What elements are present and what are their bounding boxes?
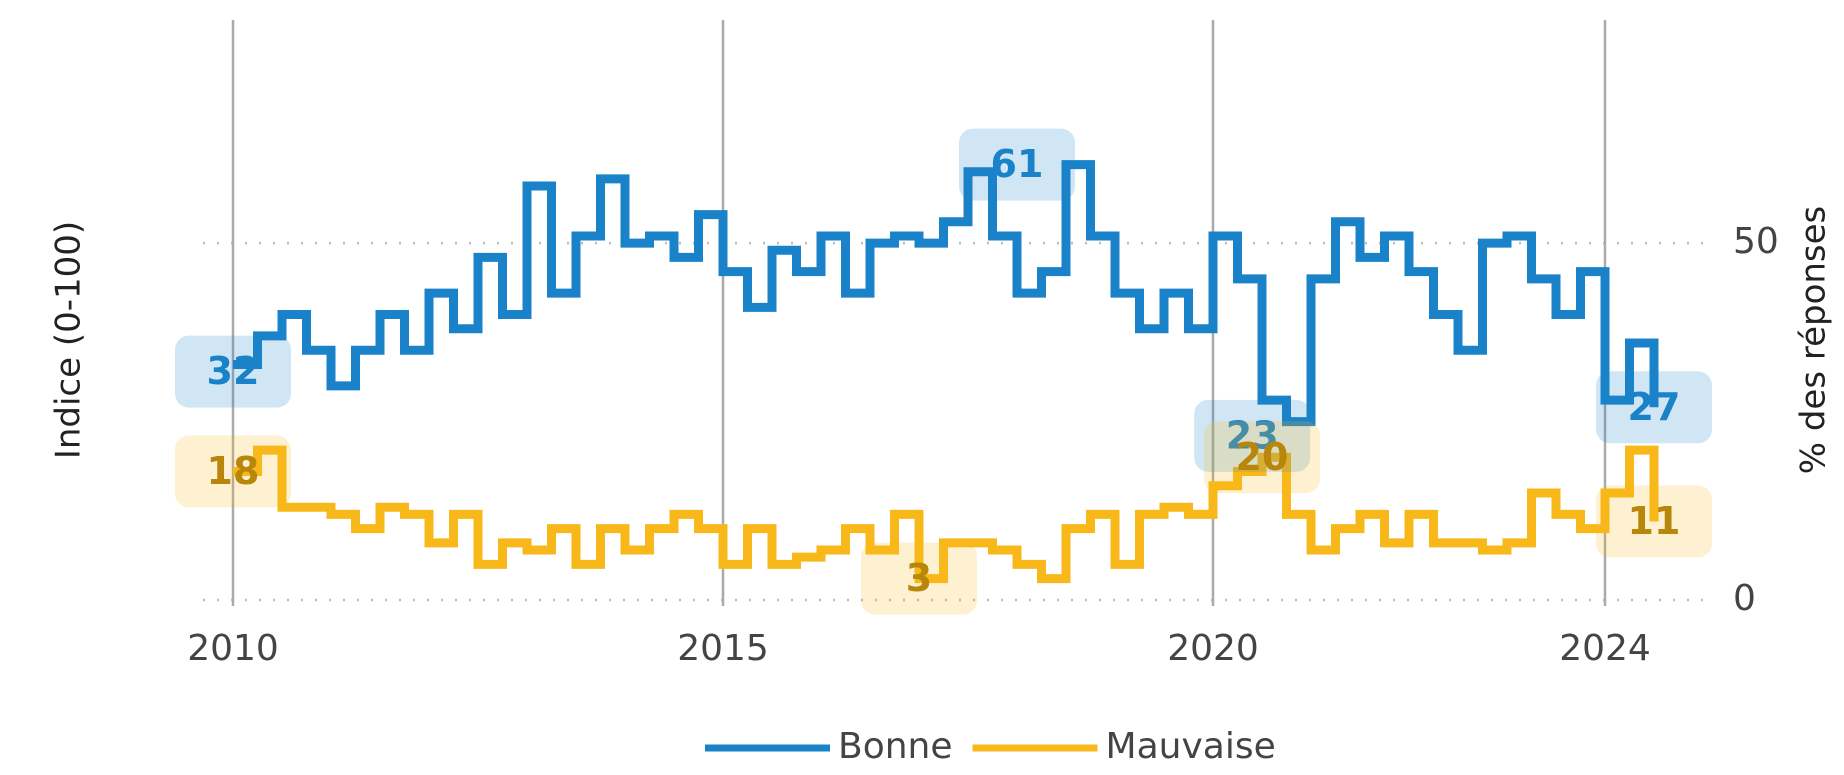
annotation-box (175, 435, 291, 508)
annotation-box (959, 128, 1075, 201)
annotation-box (175, 335, 291, 408)
annotation-box (1596, 485, 1712, 558)
x-tick-label: 2010 (187, 628, 279, 669)
annotation-label: 32 (207, 349, 260, 393)
y-tick-label: 50 (1733, 221, 1779, 262)
x-tick-label: 2015 (677, 628, 769, 669)
x-tick-label: 2020 (1167, 628, 1259, 669)
annotation-label: 61 (991, 142, 1044, 186)
x-tick-label: 2024 (1559, 628, 1651, 669)
annotation-box (1596, 371, 1712, 444)
annotation-label: 3 (906, 556, 932, 600)
annotation-label: 18 (207, 449, 260, 493)
annotation-label: 23 (1226, 413, 1279, 457)
annotation-box (1194, 399, 1311, 472)
line-series (233, 445, 1659, 584)
y2-axis-label: % des réponses (1794, 206, 1834, 475)
legend-label: Bonne (838, 726, 953, 767)
annotation-box (861, 542, 977, 615)
y-axis-label: Indice (0-100) (49, 221, 89, 459)
annotation-label: 27 (1628, 385, 1681, 429)
y-tick-label: 0 (1733, 578, 1756, 619)
annotation-label: 11 (1628, 499, 1681, 543)
annotation-label: 20 (1236, 435, 1289, 479)
legend-label: Mauvaise (1106, 726, 1276, 767)
annotation-box (1204, 421, 1320, 494)
line-series (233, 160, 1659, 427)
